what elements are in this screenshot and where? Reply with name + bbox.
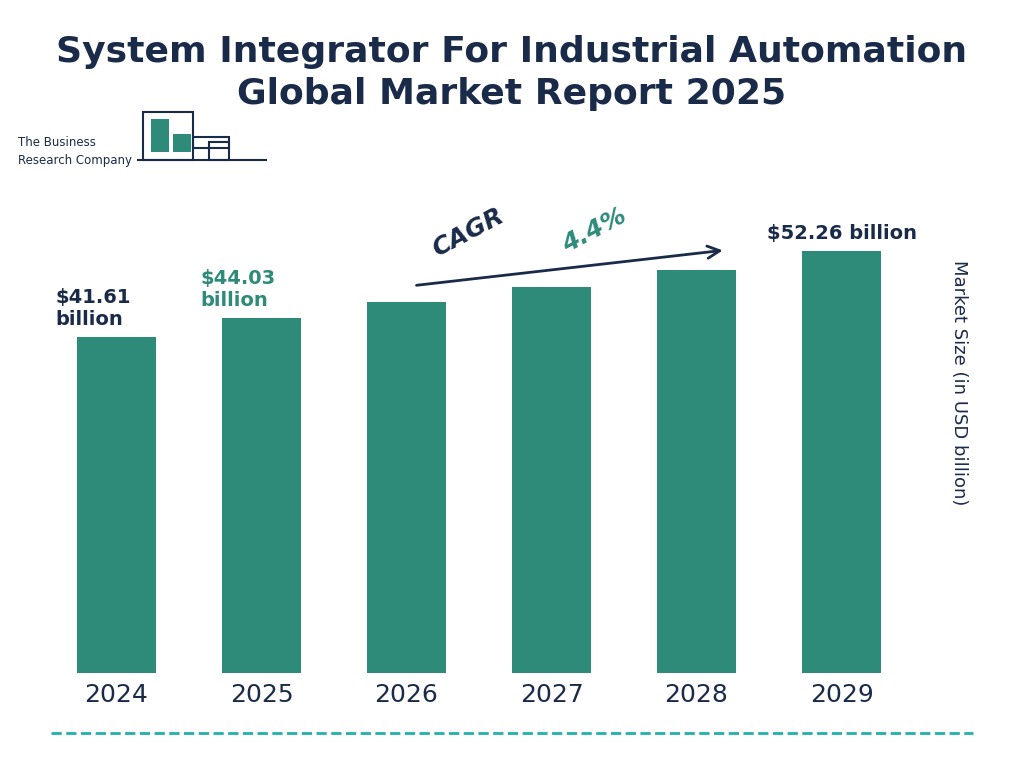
Bar xyxy=(221,318,301,674)
Bar xyxy=(173,134,191,152)
Bar xyxy=(209,142,229,161)
Text: $41.61
billion: $41.61 billion xyxy=(55,288,131,329)
Bar xyxy=(802,251,882,674)
Text: CAGR: CAGR xyxy=(428,204,508,261)
Bar xyxy=(142,112,194,161)
Bar xyxy=(77,337,157,674)
Text: $52.26 billion: $52.26 billion xyxy=(767,224,916,243)
Bar xyxy=(367,302,446,674)
Text: System Integrator For Industrial Automation
Global Market Report 2025: System Integrator For Industrial Automat… xyxy=(56,35,968,111)
Bar xyxy=(194,137,229,148)
Bar xyxy=(656,270,736,674)
Text: $44.03
billion: $44.03 billion xyxy=(201,269,275,310)
Text: The Business
Research Company: The Business Research Company xyxy=(17,136,132,167)
Y-axis label: Market Size (in USD billion): Market Size (in USD billion) xyxy=(950,260,968,505)
Bar xyxy=(512,286,592,674)
Bar xyxy=(151,119,169,152)
Text: 4.4%: 4.4% xyxy=(558,204,631,257)
